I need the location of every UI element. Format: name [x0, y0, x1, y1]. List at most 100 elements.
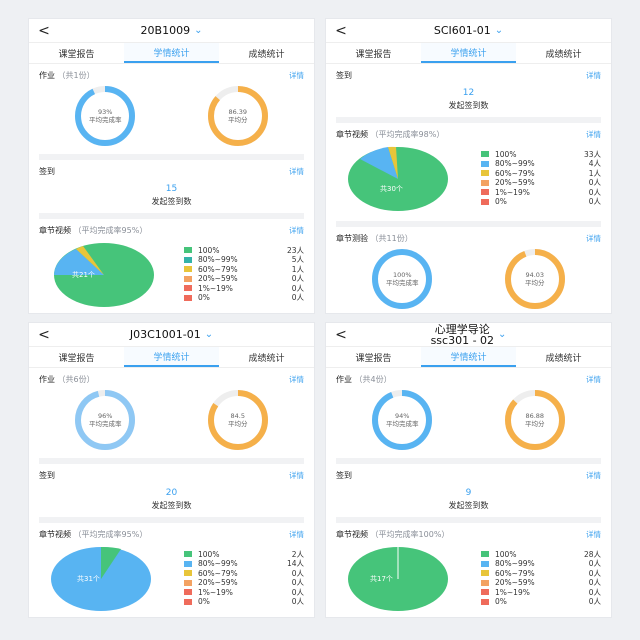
chevron-down-icon[interactable]: ⌄ — [194, 25, 203, 37]
checkin-section: 签到 详情 15 发起签到数 — [29, 160, 314, 219]
completion-label: 平均完成率 — [386, 279, 419, 287]
tab-bar: 课堂报告 学情统计 成绩统计 — [29, 43, 314, 64]
legend-row: 100% 33人 — [481, 150, 601, 160]
checkin-detail-link[interactable]: 详情 — [289, 166, 304, 176]
legend-row: 60%~79% 1人 — [481, 169, 601, 179]
homework-count: （共6份） — [57, 374, 95, 384]
tab-learning-stats[interactable]: 学情统计 — [421, 43, 516, 63]
screens-grid: < 20B1009 ⌄ 课堂报告 学情统计 成绩统计 作业 （共1份） 详情 — [28, 18, 612, 618]
checkin-count: 20 — [165, 488, 178, 498]
tab-class-report[interactable]: 课堂报告 — [355, 353, 392, 364]
video-detail-link[interactable]: 详情 — [289, 225, 304, 235]
completion-ring: 93% 平均完成率 — [60, 85, 150, 147]
checkin-count: 12 — [462, 88, 475, 98]
top-bar: < J03C1001-01 ⌄ — [29, 323, 314, 348]
legend-row: 80%~99% 0人 — [481, 559, 601, 569]
avg-score-label: 平均分 — [228, 420, 248, 428]
tab-class-report[interactable]: 课堂报告 — [58, 49, 95, 60]
checkin-heading: 签到 — [39, 166, 55, 176]
completion-value: 94% — [395, 412, 410, 420]
tab-class-report[interactable]: 课堂报告 — [58, 353, 95, 364]
chevron-down-icon[interactable]: ⌄ — [498, 329, 507, 341]
video-rate: （平均完成率95%） — [73, 529, 148, 539]
pie-center-label: 共21个 — [72, 271, 95, 279]
avg-score-label: 平均分 — [228, 116, 248, 124]
course-title[interactable]: J03C1001-01 ⌄ — [29, 323, 314, 346]
checkin-label: 发起签到数 — [448, 501, 489, 510]
tab-grade-stats[interactable]: 成绩统计 — [545, 353, 582, 364]
legend-row: 80%~99% 5人 — [184, 255, 304, 265]
tab-grade-stats[interactable]: 成绩统计 — [248, 49, 285, 60]
tab-bar: 课堂报告 学情统计 成绩统计 — [326, 43, 611, 64]
avg-score-ring: 94.03 平均分 — [490, 248, 580, 310]
homework-section: 作业 （共6份） 详情 96% 平均完成率 84.5 平均分 — [29, 368, 314, 464]
course-panel: < J03C1001-01 ⌄ 课堂报告 学情统计 成绩统计 作业 （共6份） … — [28, 322, 315, 618]
back-arrow-icon[interactable]: < — [38, 22, 50, 39]
top-bar: < SCI601-01 ⌄ — [326, 19, 611, 44]
video-rate: （平均完成率95%） — [73, 225, 148, 235]
homework-detail-link[interactable]: 详情 — [586, 374, 601, 384]
video-pie: 共21个 — [39, 239, 169, 309]
course-panel: < 20B1009 ⌄ 课堂报告 学情统计 成绩统计 作业 （共1份） 详情 — [28, 18, 315, 314]
course-title-text: 20B1009 — [140, 24, 191, 38]
avg-score-label: 平均分 — [525, 279, 545, 287]
back-arrow-icon[interactable]: < — [335, 326, 347, 343]
video-section: 章节视频 （平均完成率95%） 详情 共21个 100% 23人 80%~99% 5… — [29, 219, 314, 313]
legend-row: 1%~19% 0人 — [481, 588, 601, 598]
avg-score-value: 94.03 — [525, 271, 545, 279]
homework-detail-link[interactable]: 详情 — [289, 70, 304, 80]
back-arrow-icon[interactable]: < — [38, 326, 50, 343]
video-detail-link[interactable]: 详情 — [586, 129, 601, 139]
legend-row: 20%~59% 0人 — [184, 274, 304, 284]
test-heading: 章节测验 （共11份） — [336, 233, 413, 243]
video-section: 章节视频 （平均完成率95%） 详情 共31个 100% 2人 80%~99% 14… — [29, 523, 314, 617]
video-rate: （平均完成率100%） — [370, 529, 450, 539]
checkin-detail-link[interactable]: 详情 — [586, 70, 601, 80]
course-panel: < 心理学导论 ssc301 - 02 ⌄ 课堂报告 学情统计 成绩统计 作业 … — [325, 322, 612, 618]
legend-row: 80%~99% 14人 — [184, 559, 304, 569]
video-heading: 章节视频 （平均完成率100%） — [336, 529, 450, 539]
course-title[interactable]: 心理学导论 ssc301 - 02 ⌄ — [326, 323, 611, 346]
tab-learning-stats[interactable]: 学情统计 — [421, 347, 516, 367]
course-panel: < SCI601-01 ⌄ 课堂报告 学情统计 成绩统计 签到 详情 12 发起… — [325, 18, 612, 314]
course-title[interactable]: 20B1009 ⌄ — [29, 19, 314, 42]
checkin-section: 签到 详情 20 发起签到数 — [29, 464, 314, 523]
course-title-text: J03C1001-01 — [129, 328, 201, 342]
checkin-label: 发起签到数 — [151, 197, 192, 206]
test-detail-link[interactable]: 详情 — [586, 233, 601, 243]
legend-row: 20%~59% 0人 — [481, 578, 601, 588]
tab-grade-stats[interactable]: 成绩统计 — [248, 353, 285, 364]
completion-ring: 96% 平均完成率 — [60, 389, 150, 451]
avg-score-ring: 84.5 平均分 — [193, 389, 283, 451]
legend-row: 100% 2人 — [184, 550, 304, 560]
checkin-heading: 签到 — [336, 70, 352, 80]
homework-heading: 作业 （共6份） — [39, 374, 95, 384]
homework-heading: 作业 （共1份） — [39, 70, 95, 80]
completion-label: 平均完成率 — [89, 116, 122, 124]
video-detail-link[interactable]: 详情 — [289, 529, 304, 539]
legend-row: 0% 0人 — [481, 597, 601, 607]
homework-detail-link[interactable]: 详情 — [289, 374, 304, 384]
tab-learning-stats[interactable]: 学情统计 — [124, 43, 219, 63]
course-title[interactable]: SCI601-01 ⌄ — [326, 19, 611, 42]
legend-row: 100% 23人 — [184, 246, 304, 256]
tab-learning-stats[interactable]: 学情统计 — [124, 347, 219, 367]
homework-count: （共4份） — [354, 374, 392, 384]
checkin-heading: 签到 — [39, 470, 55, 480]
completion-ring: 100% 平均完成率 — [357, 248, 447, 310]
tab-grade-stats[interactable]: 成绩统计 — [545, 49, 582, 60]
legend-row: 20%~59% 0人 — [481, 178, 601, 188]
video-detail-link[interactable]: 详情 — [586, 529, 601, 539]
video-legend: 100% 33人 80%~99% 4人 60%~79% 1人 20%~59% 0人 1%… — [481, 150, 601, 207]
tab-class-report[interactable]: 课堂报告 — [355, 49, 392, 60]
top-bar: < 心理学导论 ssc301 - 02 ⌄ — [326, 323, 611, 348]
chevron-down-icon[interactable]: ⌄ — [204, 329, 214, 341]
pie-center-label: 共30个 — [380, 185, 403, 193]
pie-center-label: 共17个 — [370, 575, 393, 583]
checkin-detail-link[interactable]: 详情 — [289, 470, 304, 480]
checkin-detail-link[interactable]: 详情 — [586, 470, 601, 480]
back-arrow-icon[interactable]: < — [335, 22, 347, 39]
legend-row: 1%~19% 0人 — [481, 188, 601, 198]
chevron-down-icon[interactable]: ⌄ — [494, 25, 504, 37]
video-heading: 章节视频 （平均完成率95%） — [39, 529, 148, 539]
